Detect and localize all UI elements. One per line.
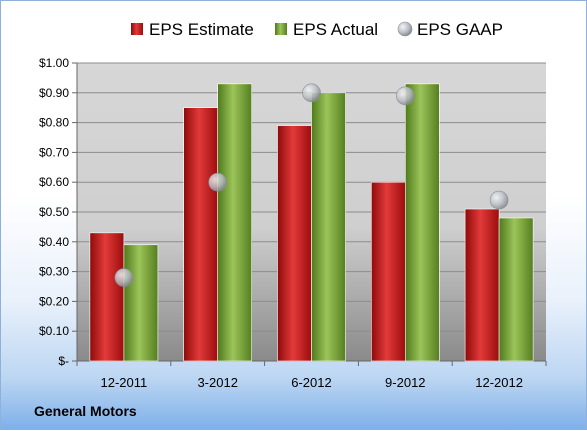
x-tick-label: 9-2012 [385, 375, 425, 390]
bar-eps-estimate [277, 125, 312, 362]
company-name: General Motors [34, 403, 137, 419]
bar-eps-estimate [183, 107, 218, 362]
y-tick-label: $0.90 [39, 86, 69, 100]
marker-eps-gaap [208, 172, 227, 192]
y-tick-label: $- [58, 354, 69, 368]
x-tick-label: 12-2011 [101, 375, 148, 390]
y-tick-label: $0.10 [39, 324, 69, 338]
legend-label: EPS Estimate [149, 20, 254, 39]
y-tick-label: $0.80 [39, 116, 69, 130]
bar-eps-actual [404, 83, 440, 362]
legend-swatch [131, 23, 143, 35]
x-tick-label: 6-2012 [291, 375, 331, 390]
bar-eps-estimate [370, 181, 406, 362]
x-tick-label: 3-2012 [197, 375, 237, 390]
marker-eps-gaap [114, 268, 134, 287]
x-tick-label: 12-2012 [475, 375, 523, 390]
bar-eps-actual [498, 217, 534, 362]
legend-swatch [397, 21, 413, 37]
bar-eps-estimate [89, 232, 125, 362]
legend-swatch [275, 23, 287, 35]
marker-eps-gaap [489, 190, 509, 210]
y-tick-label: $0.40 [39, 235, 69, 249]
y-tick-label: $0.60 [39, 175, 69, 189]
bar-eps-actual [123, 244, 159, 362]
y-tick-label: $1.00 [39, 56, 69, 70]
y-tick-label: $0.70 [39, 145, 69, 159]
y-tick-label: $0.30 [39, 265, 69, 279]
bar-eps-actual [217, 83, 252, 362]
y-tick-label: $0.50 [39, 205, 69, 219]
legend-label: EPS GAAP [417, 20, 503, 39]
bar-eps-actual [311, 92, 346, 362]
marker-eps-gaap [395, 86, 415, 106]
y-tick-label: $0.20 [39, 294, 69, 308]
legend-label: EPS Actual [293, 20, 378, 39]
marker-eps-gaap [302, 83, 321, 103]
bar-eps-estimate [464, 208, 500, 362]
